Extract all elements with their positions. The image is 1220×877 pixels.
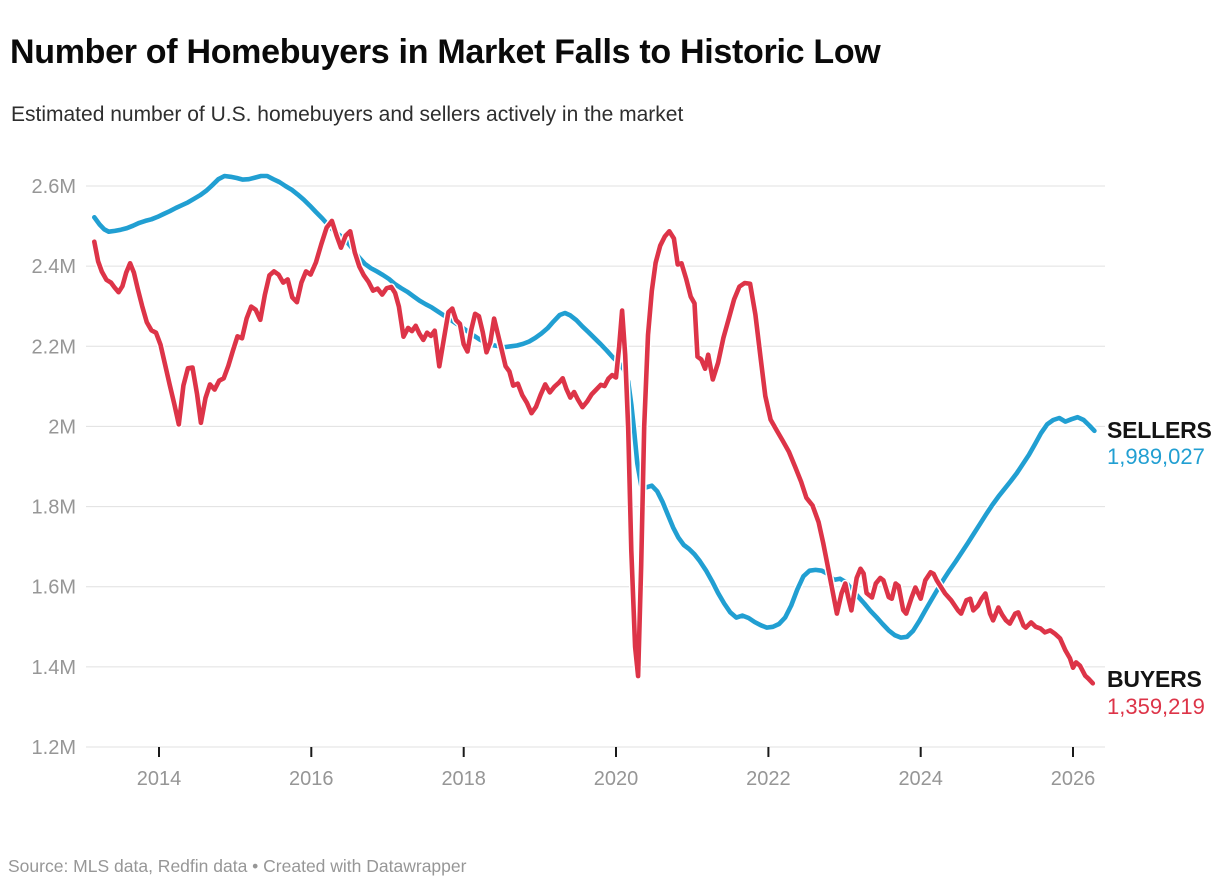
x-axis-tick-label: 2024: [898, 768, 943, 790]
sellers-series-label: SELLERS: [1107, 417, 1212, 443]
buyers-series-label: BUYERS: [1107, 666, 1202, 692]
chart-title: Number of Homebuyers in Market Falls to …: [10, 32, 881, 71]
buyers-latest-value: 1,359,219: [1107, 694, 1205, 719]
sellers-latest-value: 1,989,027: [1107, 444, 1205, 469]
y-axis-tick-label: 1.2M: [32, 737, 76, 759]
x-axis-tick-label: 2022: [746, 768, 791, 790]
series-line-casing-sellers: [90, 172, 1099, 642]
x-axis-tick-label: 2014: [137, 768, 182, 790]
y-axis-tick-label: 1.6M: [32, 577, 76, 599]
y-axis-tick-label: 2M: [48, 416, 76, 438]
x-axis-tick-label: 2020: [594, 768, 639, 790]
series-line-sellers[interactable]: [92, 173, 1097, 640]
y-axis-tick-label: 1.8M: [32, 497, 76, 519]
x-axis-tick-label: 2016: [289, 768, 334, 790]
y-axis-tick-label: 2.4M: [32, 256, 76, 278]
series-line-casing-buyers: [90, 217, 1097, 688]
source-attribution: Source: MLS data, Redfin data • Created …: [8, 855, 467, 876]
chart-subtitle: Estimated number of U.S. homebuyers and …: [11, 103, 684, 126]
series-line-buyers[interactable]: [92, 218, 1096, 686]
y-axis-tick-label: 1.4M: [32, 657, 76, 679]
x-axis-tick-label: 2018: [441, 768, 486, 790]
y-axis-tick-label: 2.2M: [32, 336, 76, 358]
y-axis-tick-label: 2.6M: [32, 176, 76, 198]
x-axis-tick-label: 2026: [1051, 768, 1096, 790]
line-chart-plot-area: 1.2M 1.4M 1.6M 1.8M 2M 2.2M 2.4M 2.6M 2014 2016 20…: [32, 172, 1105, 790]
